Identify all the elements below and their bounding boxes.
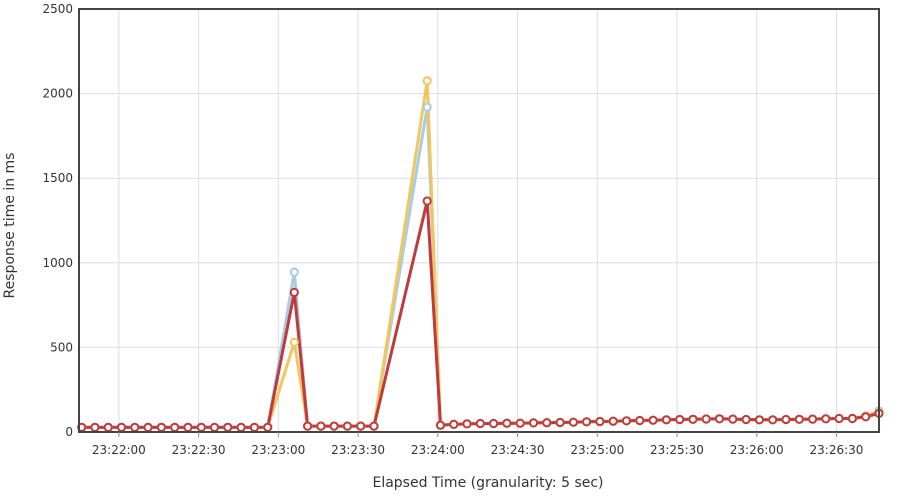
- series-2-point: [289, 337, 299, 347]
- series-3-point: [223, 422, 233, 432]
- series-3-point: [116, 422, 127, 432]
- series-3-point: [661, 415, 672, 425]
- series-3-point: [542, 418, 552, 428]
- series-3-point: [648, 415, 658, 425]
- series-3-point: [794, 414, 804, 424]
- series-3-point: [489, 418, 499, 429]
- series-3-point: [861, 412, 871, 422]
- series-3-point: [714, 414, 725, 424]
- series-3-point: [249, 422, 259, 432]
- series-3-point: [183, 422, 193, 432]
- series-3-point: [196, 422, 206, 432]
- y-tick-label: 500: [50, 340, 73, 354]
- series-3-line: [81, 199, 880, 429]
- x-axis-ticks: 23:22:00 23:22:30 23:23:00 23:23:30 23:24:00…: [92, 432, 864, 457]
- series-3-point: [170, 422, 180, 432]
- series-3-point: [422, 196, 432, 206]
- series-3-point: [688, 414, 698, 424]
- x-tick-label: 23:23:30: [331, 443, 385, 457]
- series-1-point: [422, 102, 432, 112]
- series-3-point: [369, 421, 379, 431]
- series-3-point: [834, 413, 844, 424]
- series-1-line: [81, 105, 880, 429]
- series-3-point: [781, 414, 791, 425]
- series-3-point: [621, 416, 632, 426]
- series-3-point: [515, 418, 525, 428]
- y-axis-ticks: 0 500 1000 1500 2000 2500: [42, 2, 73, 439]
- series-2-line: [81, 79, 880, 429]
- series-3-point: [342, 421, 352, 431]
- x-tick-label: 23:24:30: [491, 443, 545, 457]
- series-3-point: [635, 415, 645, 426]
- x-axis-title: Elapsed Time (granularity: 5 sec): [372, 475, 603, 491]
- series-2-point: [422, 76, 432, 86]
- series-3-point: [356, 421, 366, 431]
- series-3-point: [847, 413, 858, 424]
- series-3-point: [462, 419, 472, 429]
- series-3-point: [502, 418, 512, 428]
- y-tick-label: 2500: [42, 2, 73, 16]
- series-1-point: [289, 267, 299, 277]
- series-points: [77, 76, 884, 432]
- plot-frame: [78, 8, 880, 433]
- series-3-point: [608, 416, 618, 426]
- series-3-point: [130, 422, 140, 432]
- series-3-point: [303, 421, 313, 431]
- grid-lines: [79, 8, 879, 433]
- series-3-point: [675, 414, 685, 425]
- series-3-point: [728, 414, 738, 424]
- series-lines: [81, 79, 880, 429]
- x-tick-label: 23:22:30: [172, 443, 226, 457]
- series-3-point: [808, 414, 818, 424]
- series-3-point: [582, 417, 592, 427]
- series-3-point: [449, 419, 459, 429]
- series-3-point: [475, 418, 485, 429]
- x-tick-label: 23:22:00: [92, 443, 146, 457]
- series-3-point: [209, 422, 220, 432]
- y-tick-label: 1500: [42, 171, 73, 185]
- series-3-point: [90, 422, 100, 432]
- series-3-point: [329, 421, 339, 431]
- series-3-point: [741, 414, 751, 425]
- series-3-point: [263, 422, 273, 432]
- series-3-point: [528, 418, 539, 428]
- series-3-point: [143, 422, 153, 432]
- series-3-point: [555, 417, 565, 428]
- y-tick-label: 0: [65, 425, 73, 439]
- series-3-point: [103, 422, 113, 432]
- x-tick-label: 23:23:00: [251, 443, 305, 457]
- x-tick-label: 23:26:00: [730, 443, 784, 457]
- x-tick-label: 23:25:00: [570, 443, 624, 457]
- x-tick-label: 23:25:30: [650, 443, 704, 457]
- series-3-point: [701, 414, 711, 424]
- x-tick-label: 23:24:00: [411, 443, 465, 457]
- series-3-point: [316, 421, 326, 431]
- y-tick-label: 2000: [42, 87, 73, 101]
- series-3-point: [435, 420, 446, 430]
- series-3-point: [821, 414, 831, 424]
- series-3-point: [568, 417, 579, 427]
- series-3-point: [768, 415, 778, 425]
- series-3-point: [595, 416, 605, 427]
- y-tick-label: 1000: [42, 256, 73, 270]
- y-axis-title: Response time in ms: [2, 153, 18, 299]
- series-3-point: [289, 287, 299, 297]
- series-3-point: [156, 422, 166, 432]
- series-3-point: [754, 415, 765, 425]
- series-3-point: [236, 422, 246, 432]
- x-tick-label: 23:26:30: [810, 443, 864, 457]
